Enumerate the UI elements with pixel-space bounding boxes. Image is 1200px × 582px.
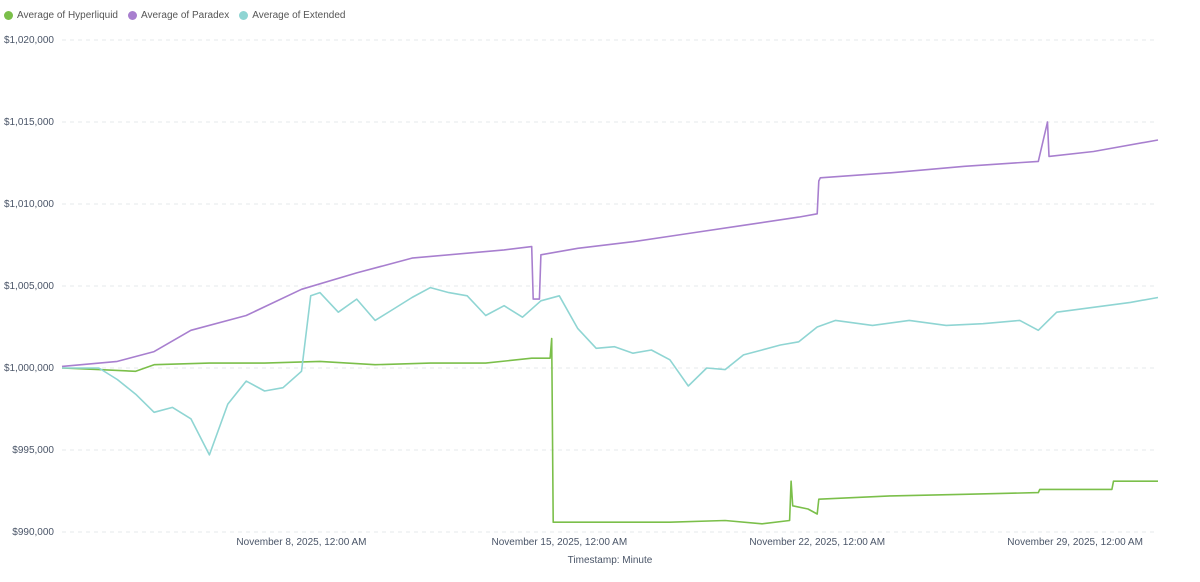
legend-item-hyperliquid[interactable]: Average of Hyperliquid (4, 10, 118, 21)
series-line-paradex (61, 121, 1159, 368)
legend-item-extended[interactable]: Average of Extended (239, 10, 345, 21)
grid-lines (62, 39, 1158, 533)
y-tick-label: $1,000,000 (4, 363, 54, 374)
legend-item-paradex[interactable]: Average of Paradex (128, 10, 229, 21)
y-tick-label: $1,020,000 (4, 35, 54, 46)
y-tick-label: $995,000 (12, 445, 54, 456)
series-line-extended (62, 286, 1159, 456)
legend-dot-extended (239, 11, 249, 20)
y-tick-label: $1,005,000 (4, 281, 54, 292)
legend-label-hyperliquid: Average of Hyperliquid (17, 10, 118, 21)
series-line-hyperliquid (61, 337, 1158, 525)
x-tick-label: November 29, 2025, 12:00 AM (1007, 537, 1143, 548)
legend-label-paradex: Average of Paradex (141, 10, 230, 21)
legend-label-extended: Average of Extended (252, 10, 346, 21)
y-tick-label: $990,000 (12, 527, 54, 538)
x-axis-title: Timestamp: Minute (568, 555, 653, 566)
x-axis-tick-labels: November 8, 2025, 12:00 AM November 15, 2… (236, 537, 1143, 548)
x-tick-label: November 22, 2025, 12:00 AM (749, 537, 885, 548)
legend-dot-paradex (128, 11, 137, 20)
y-tick-label: $1,015,000 (4, 117, 54, 128)
legend-dot-hyperliquid (4, 11, 13, 20)
x-tick-label: November 8, 2025, 12:00 AM (236, 537, 366, 548)
series-lines (61, 121, 1159, 525)
y-tick-label: $1,010,000 (4, 199, 54, 210)
y-axis-tick-labels: $990,000 $995,000 $1,000,000 $1,005,000 $1,0… (4, 35, 54, 538)
legend: Average of Hyperliquid Average of Parade… (4, 10, 345, 21)
x-tick-label: November 15, 2025, 12:00 AM (492, 537, 628, 548)
